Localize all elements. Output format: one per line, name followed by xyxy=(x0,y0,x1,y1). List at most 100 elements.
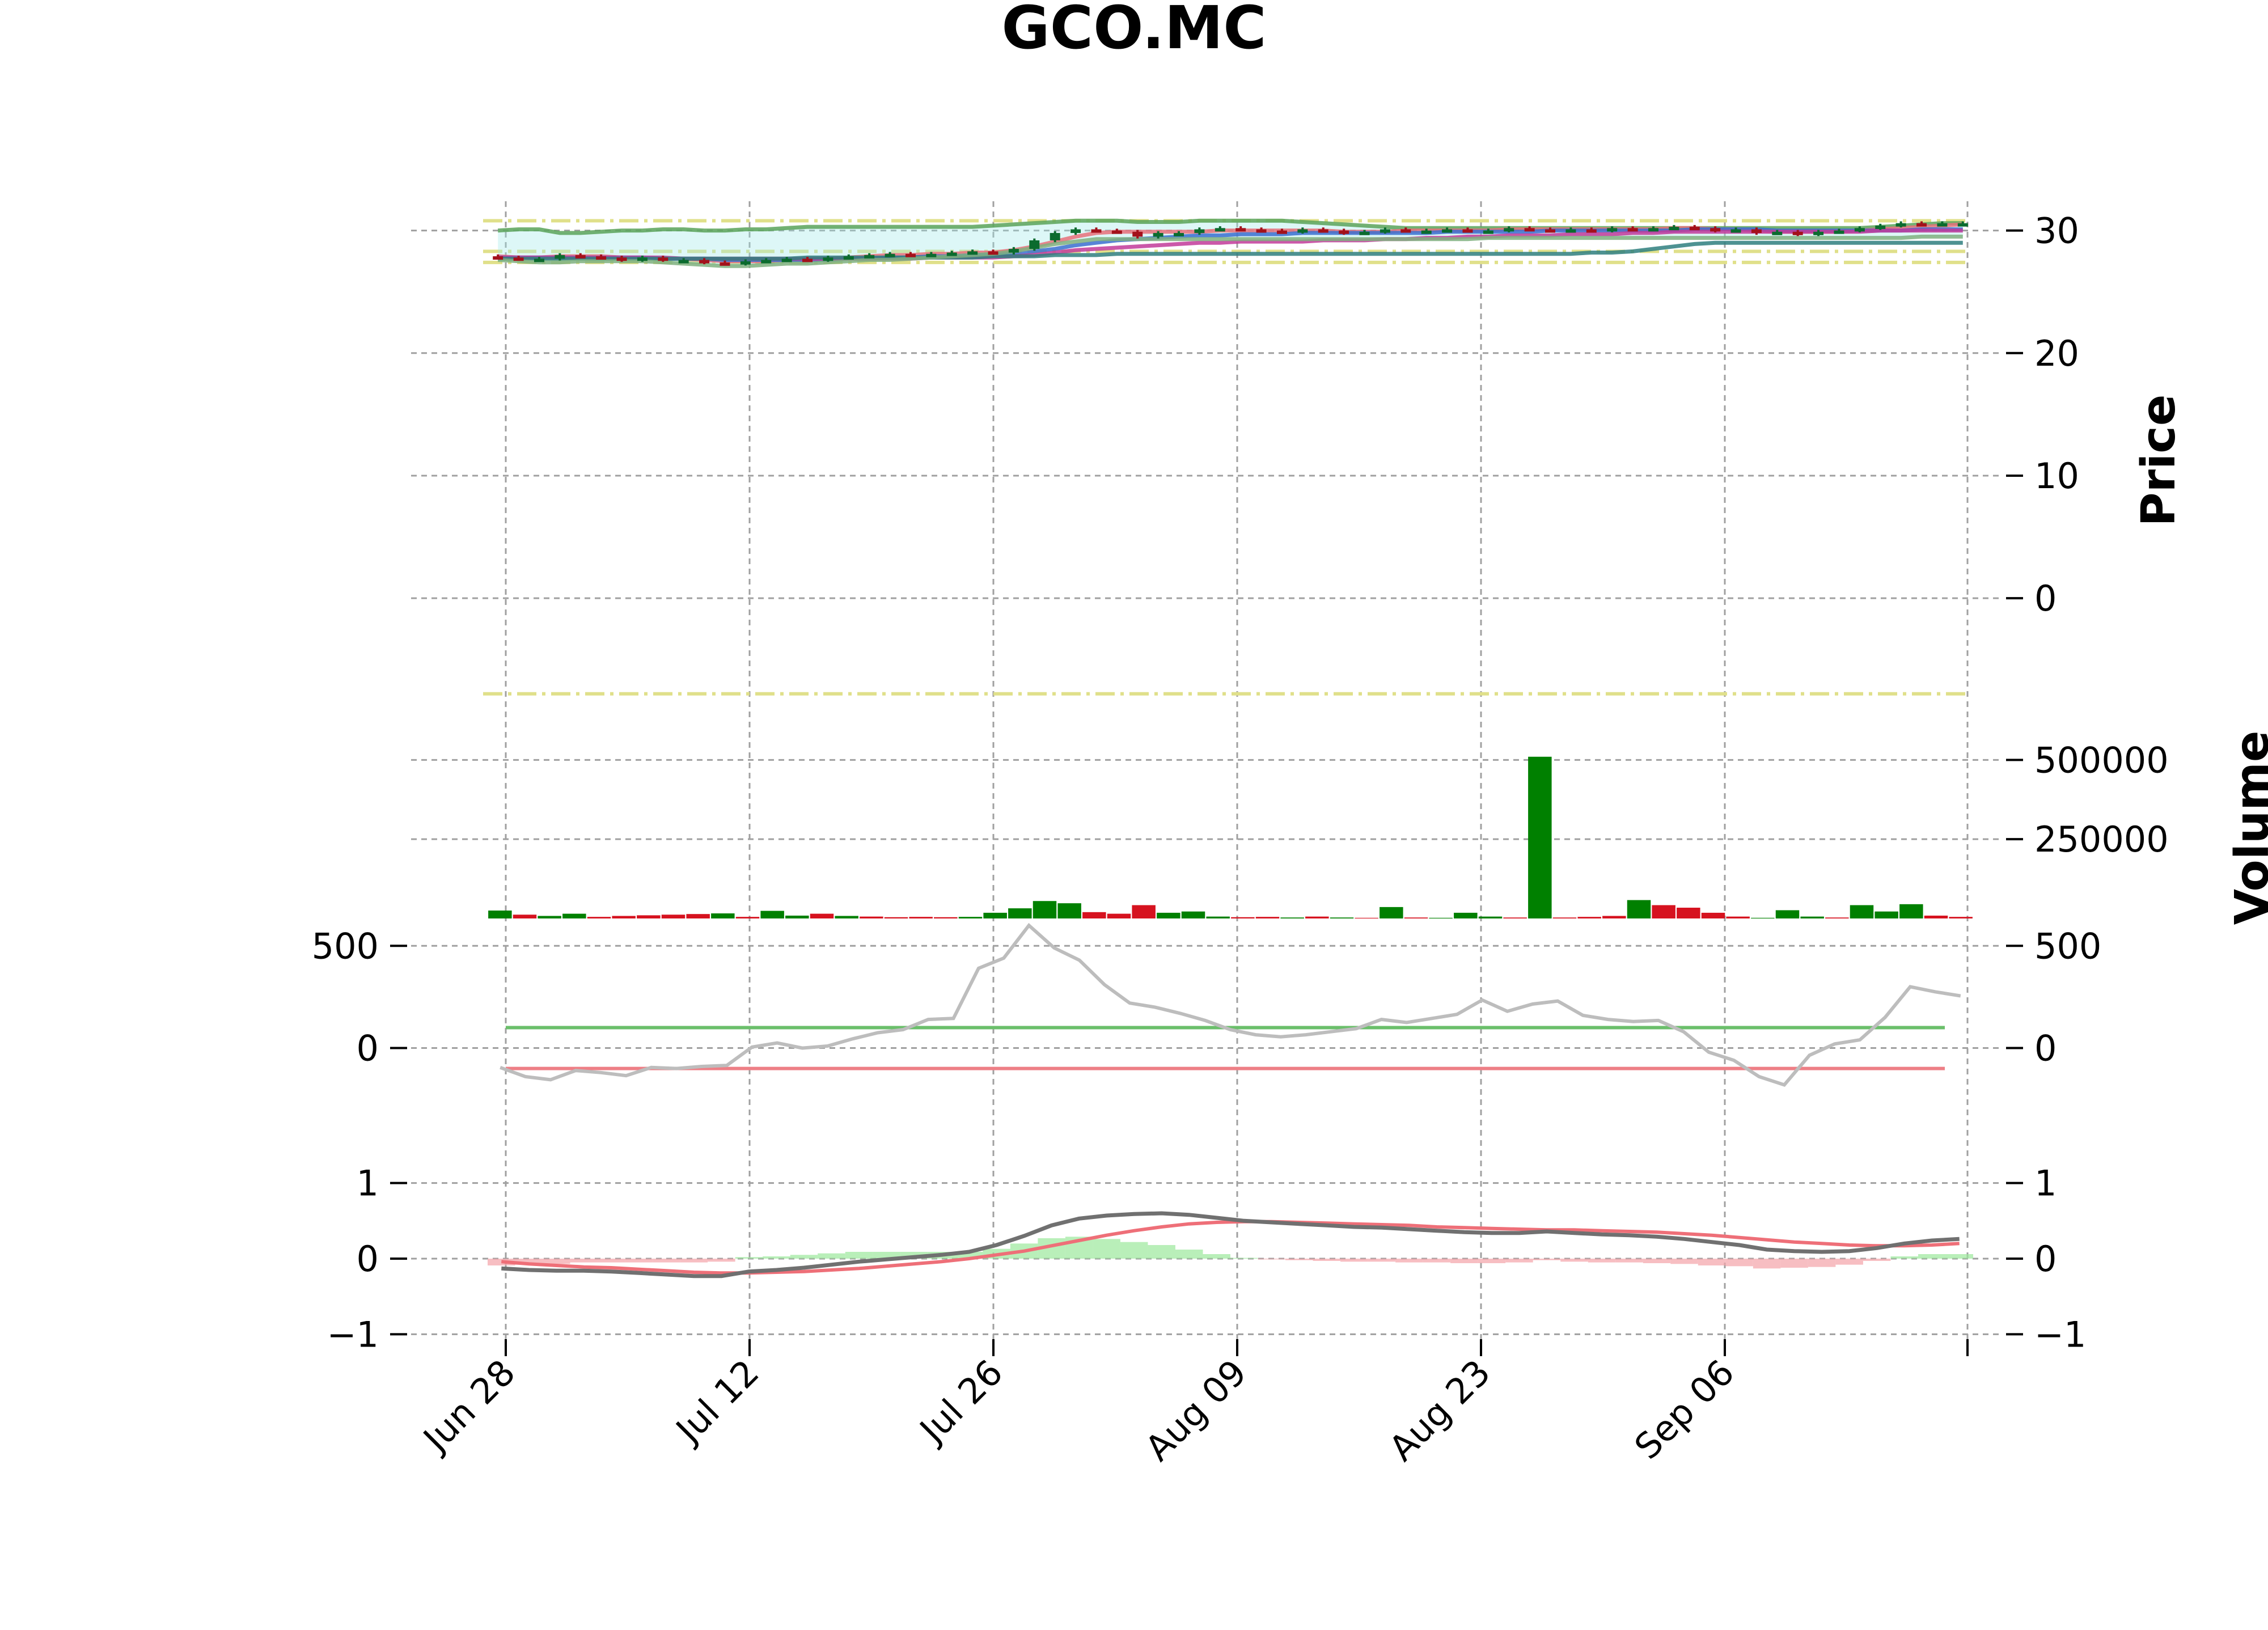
volume-bar xyxy=(1701,912,1725,918)
macd-histogram-bar xyxy=(1753,1259,1781,1269)
volume-bar xyxy=(1577,917,1601,918)
candle-body xyxy=(699,260,710,264)
candle-body xyxy=(1648,228,1658,232)
volume-bar xyxy=(587,917,611,918)
candle-body xyxy=(596,256,607,260)
volume-bar xyxy=(1181,911,1205,918)
macd-histogram-bar xyxy=(543,1259,570,1264)
volume-bar xyxy=(1825,917,1849,918)
volume-bar xyxy=(860,916,883,918)
candle-body xyxy=(1730,229,1741,233)
candle-body xyxy=(905,253,916,257)
candle-body xyxy=(534,259,544,263)
candle-body xyxy=(1276,230,1287,234)
candle-body xyxy=(802,259,813,263)
volume-bar xyxy=(1305,916,1329,918)
volume-bar xyxy=(1033,901,1057,918)
price-tick-label: 10 xyxy=(2034,455,2079,497)
volume-bar xyxy=(835,916,858,918)
macd-panel xyxy=(488,1211,1973,1278)
macd-histogram-bar xyxy=(1313,1259,1341,1261)
candle-body xyxy=(1813,231,1824,235)
volume-bar xyxy=(983,912,1007,918)
volume-bar xyxy=(760,911,784,918)
cci-tick-label-left: 500 xyxy=(312,925,379,967)
x-tick-label: Jul 12 xyxy=(667,1352,767,1452)
volume-tick-label: 500000 xyxy=(2034,739,2169,781)
candle-body xyxy=(1421,230,1432,234)
candle-body xyxy=(843,256,854,260)
candle-body xyxy=(1607,228,1618,232)
macd-histogram-bar xyxy=(1340,1259,1368,1262)
volume-bar xyxy=(1280,917,1304,918)
volume-bar xyxy=(612,916,636,918)
macd-tick-label-right: 0 xyxy=(2034,1238,2057,1280)
candle-body xyxy=(1215,228,1225,232)
macd-histogram-bar xyxy=(1698,1259,1726,1265)
volume-bar xyxy=(785,915,809,918)
volume-panel xyxy=(488,756,1973,918)
volume-bar xyxy=(958,917,983,918)
macd-histogram-bar xyxy=(1835,1259,1863,1265)
grid-lines xyxy=(411,201,2002,1349)
candle-body xyxy=(555,255,565,259)
candle-body xyxy=(1442,229,1453,233)
macd-histogram-bar xyxy=(1505,1259,1533,1263)
candle-body xyxy=(1256,229,1267,233)
price-panel xyxy=(493,218,1968,268)
macd-histogram-bar xyxy=(763,1256,790,1259)
macd-tick-label-left: 1 xyxy=(357,1163,379,1204)
candle-body xyxy=(1565,229,1576,233)
volume-bar xyxy=(488,911,512,918)
volume-bar xyxy=(1627,900,1651,918)
volume-bar xyxy=(1726,916,1750,918)
candle-body xyxy=(513,257,524,261)
candle-body xyxy=(1854,228,1865,232)
cci-tick-label-right: 0 xyxy=(2034,1028,2057,1069)
volume-bar xyxy=(562,913,586,918)
volume-bar xyxy=(1132,905,1156,918)
volume-bar xyxy=(1775,910,1800,918)
volume-bar xyxy=(1528,756,1552,918)
volume-bar xyxy=(513,915,537,918)
volume-bar xyxy=(686,914,710,918)
candle-body xyxy=(1235,228,1246,232)
macd-histogram-bar xyxy=(515,1259,543,1265)
candle-body xyxy=(637,257,648,261)
candle-body xyxy=(740,261,751,265)
macd-histogram-bar xyxy=(818,1253,845,1259)
macd-histogram-bar xyxy=(790,1255,818,1259)
x-tick-label: Sep 06 xyxy=(1627,1352,1742,1467)
candle-body xyxy=(946,252,957,256)
candle-body xyxy=(1339,230,1349,234)
candle-body xyxy=(926,253,937,257)
volume-bar xyxy=(1206,916,1230,918)
macd-histogram-bar xyxy=(1093,1239,1120,1259)
volume-bar xyxy=(1157,912,1180,918)
macd-line xyxy=(501,1211,1960,1278)
macd-histogram-bar xyxy=(1423,1259,1451,1263)
macd-histogram-bar xyxy=(1395,1259,1423,1263)
candle-body xyxy=(658,257,668,261)
macd-histogram-bar xyxy=(708,1259,735,1262)
candle-body xyxy=(1297,229,1308,233)
volume-bar xyxy=(1924,915,1948,918)
candle-body xyxy=(1957,223,1968,227)
chart-title: GCO.MC xyxy=(1001,0,1266,62)
candle-body xyxy=(1524,228,1535,232)
candle-body xyxy=(1895,223,1906,227)
macd-histogram-bar xyxy=(1368,1259,1396,1262)
candle-body xyxy=(1689,227,1700,231)
macd-histogram-bar xyxy=(1918,1254,1946,1259)
macd-tick-label-right: 1 xyxy=(2034,1163,2057,1204)
candle-body xyxy=(761,260,772,264)
candle-body xyxy=(1318,229,1328,233)
candle-body xyxy=(1875,225,1886,229)
volume-bar xyxy=(637,915,661,918)
volume-bar xyxy=(934,917,958,918)
volume-bar xyxy=(1057,903,1081,918)
volume-bar xyxy=(1231,917,1255,918)
candle-body xyxy=(1483,230,1493,234)
volume-bar xyxy=(1652,905,1675,918)
